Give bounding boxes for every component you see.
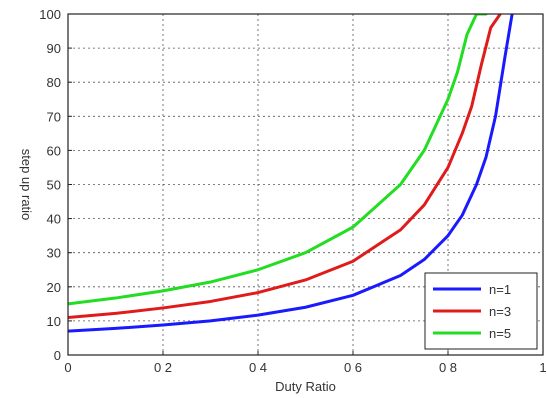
y-tick-label: 100 xyxy=(39,7,61,22)
x-tick-label: 0 6 xyxy=(344,360,362,375)
x-tick-label: 0 2 xyxy=(154,360,172,375)
x-tick-label: 0 4 xyxy=(249,360,267,375)
legend: n=1 n=3 n=5 xyxy=(424,272,538,350)
x-tick-label: 0 xyxy=(64,360,71,375)
x-tick-label: 0 8 xyxy=(439,360,457,375)
y-axis-label: step up ratio xyxy=(19,149,34,221)
x-axis-label: Duty Ratio xyxy=(275,379,336,394)
legend-label: n=5 xyxy=(489,326,511,341)
y-tick-label: 30 xyxy=(47,246,61,261)
x-tick-labels: 0 0 2 0 4 0 6 0 8 1 xyxy=(64,351,547,375)
series-line-n1 xyxy=(68,14,514,333)
y-tick-label: 20 xyxy=(47,280,61,295)
x-tick-label: 1 xyxy=(539,360,546,375)
series-line-n3 xyxy=(68,14,502,319)
y-tick-labels: 0 10 20 30 40 50 60 70 80 90 100 xyxy=(39,7,72,363)
y-tick-label: 60 xyxy=(47,143,61,158)
legend-label: n=1 xyxy=(489,282,511,297)
y-tick-label: 50 xyxy=(47,178,61,193)
y-tick-label: 40 xyxy=(47,212,61,227)
y-tick-label: 10 xyxy=(47,314,61,329)
series-lines xyxy=(68,14,514,333)
y-tick-label: 80 xyxy=(47,75,61,90)
y-tick-label: 90 xyxy=(47,41,61,56)
y-tick-label: 70 xyxy=(47,109,61,124)
legend-label: n=3 xyxy=(489,304,511,319)
series-line-n5 xyxy=(68,14,488,306)
y-tick-label: 0 xyxy=(54,348,61,363)
